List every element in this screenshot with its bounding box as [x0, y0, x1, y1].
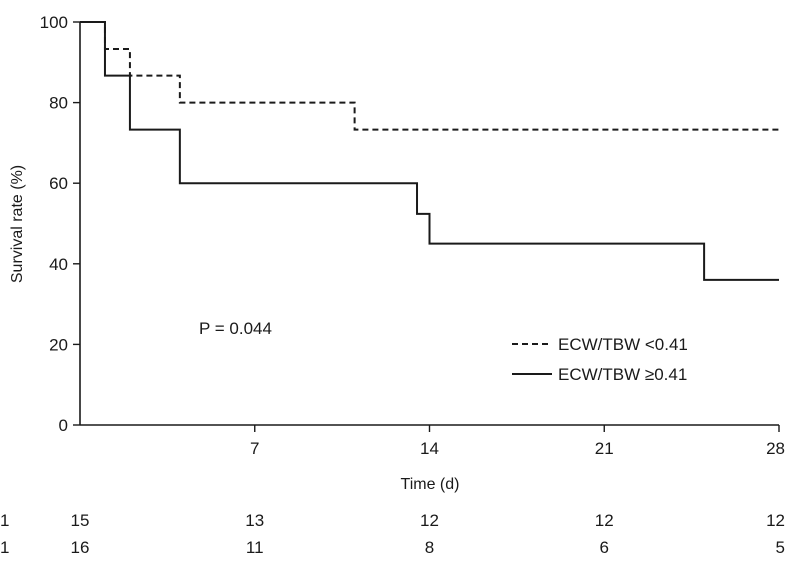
y-tick-label: 60 [49, 174, 68, 193]
x-tick-label: 28 [766, 439, 785, 458]
legend-label: ECW/TBW <0.41 [558, 335, 688, 354]
tick-labels: 0 20 40 60 80 100 7 14 21 28 [40, 13, 785, 458]
survival-curve-solid [80, 21, 779, 281]
x-axis-title: Time (d) [401, 476, 460, 493]
axes [73, 21, 780, 432]
at-risk-count: 12 [595, 511, 614, 530]
at-risk-row-label: 1 [0, 538, 9, 557]
at-risk-count: 15 [71, 511, 90, 530]
y-axis-title: Survival rate (%) [9, 165, 26, 283]
y-tick-label: 80 [49, 94, 68, 113]
legend: ECW/TBW <0.41 ECW/TBW ≥0.41 [512, 335, 688, 384]
y-tick-label: 20 [49, 335, 68, 354]
x-tick-label: 14 [420, 439, 439, 458]
at-risk-count: 12 [420, 511, 439, 530]
survival-curve-dashed [80, 21, 779, 131]
series-lines [80, 21, 779, 281]
at-risk-count: 6 [600, 538, 609, 557]
at-risk-table: 1 15 13 12 12 12 1 16 11 8 6 5 [0, 511, 785, 557]
at-risk-count: 16 [71, 538, 90, 557]
x-tick-label: 21 [595, 439, 614, 458]
p-value-annotation: P = 0.044 [199, 319, 272, 338]
at-risk-count: 5 [776, 538, 785, 557]
at-risk-row-label: 1 [0, 511, 9, 530]
x-tick-label: 7 [250, 439, 259, 458]
at-risk-count: 13 [245, 511, 264, 530]
at-risk-count: 12 [766, 511, 785, 530]
at-risk-count: 8 [425, 538, 434, 557]
y-tick-label: 100 [40, 13, 68, 32]
y-tick-label: 40 [49, 255, 68, 274]
at-risk-count: 11 [246, 538, 264, 557]
legend-label: ECW/TBW ≥0.41 [558, 365, 687, 384]
y-tick-label: 0 [59, 416, 68, 435]
